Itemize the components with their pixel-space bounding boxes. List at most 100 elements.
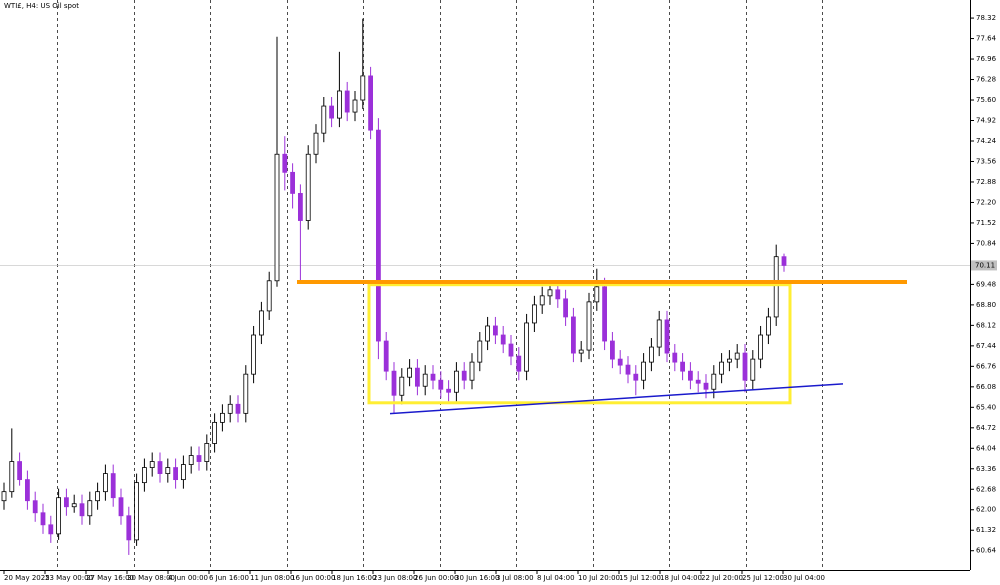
x-tick-label: 10 Jul 20:00	[578, 574, 620, 582]
x-tick-label: 11 Jun 08:00	[250, 574, 294, 582]
y-tick-label: 75.60	[976, 96, 996, 104]
candle-body	[360, 75, 366, 101]
trendline	[389, 383, 844, 415]
candle-body	[742, 352, 748, 381]
candle-body	[649, 346, 654, 363]
y-tick-label: 62.00	[976, 506, 996, 514]
candle-body	[399, 376, 405, 396]
y-tick-label: 73.56	[976, 157, 997, 165]
candle-body	[196, 455, 202, 462]
candle-body	[95, 491, 100, 502]
candle-body	[610, 340, 615, 360]
current-price-box	[971, 260, 997, 271]
x-tick-label: 23 May 00:00	[45, 574, 93, 582]
candle-body	[188, 455, 194, 465]
y-tick-label: 67.44	[976, 342, 997, 350]
candle-body	[492, 325, 498, 336]
candle-body	[664, 319, 670, 354]
x-tick-label: 16 Jun 00:00	[291, 574, 335, 582]
x-tick-label: 22 Jul 20:00	[701, 574, 743, 582]
chart-title: WTI£, H4: US Oil spot	[4, 2, 79, 10]
candle-body	[1, 491, 7, 502]
candle-body	[118, 497, 124, 517]
candle-body	[87, 500, 93, 517]
candle-body	[594, 286, 600, 303]
y-tick-label: 78.32	[976, 14, 996, 22]
y-tick-label: 68.80	[976, 301, 996, 309]
x-tick-label: 30 Jul 04:00	[783, 574, 825, 582]
candle-body	[407, 367, 413, 378]
candle-body	[750, 358, 756, 381]
x-tick-label: 30 Jun 16:00	[455, 574, 499, 582]
candle-body	[32, 500, 38, 514]
candle-body	[266, 280, 272, 312]
x-tick-label: 18 Jul 04:00	[660, 574, 702, 582]
candle-body	[219, 412, 225, 423]
y-tick-label: 66.08	[976, 383, 996, 391]
candle-body	[64, 497, 69, 508]
candle-body	[235, 403, 241, 414]
candle-body	[56, 497, 61, 535]
candle-body	[329, 105, 335, 119]
candle-body	[516, 355, 522, 372]
x-tick-label: 8 Jul 04:00	[537, 574, 575, 582]
candle-body	[547, 289, 553, 297]
candle-body	[375, 129, 381, 342]
y-tick-label: 63.36	[976, 465, 997, 473]
candle-body	[290, 171, 296, 194]
range-box	[367, 283, 792, 405]
candle-body	[508, 343, 514, 357]
candle-body	[477, 340, 483, 363]
candle-body	[24, 479, 30, 502]
candle-body	[391, 370, 397, 396]
y-tick-label: 62.68	[976, 485, 996, 493]
candle-body	[758, 334, 763, 360]
y-tick-label: 68.12	[976, 321, 996, 329]
candle-body	[430, 373, 436, 381]
candle-body	[180, 464, 186, 481]
candle-body	[321, 105, 327, 134]
candle-body	[204, 443, 210, 462]
candle-body	[703, 382, 709, 390]
candle-body	[781, 256, 787, 266]
candle-body	[40, 512, 46, 526]
x-tick-label: 23 Jun 08:00	[373, 574, 417, 582]
candle-body	[48, 524, 54, 535]
candle-body	[469, 361, 475, 381]
candle-body	[344, 90, 350, 113]
candle-body	[500, 334, 506, 345]
candle-body	[110, 473, 116, 499]
candle-body	[727, 358, 732, 363]
y-tick-label: 77.64	[976, 35, 997, 43]
candle-body	[368, 75, 374, 131]
y-tick-label: 72.20	[976, 198, 996, 206]
y-tick-label: 64.72	[976, 424, 996, 432]
candle-body	[274, 153, 280, 282]
candle-body	[212, 421, 218, 444]
candle-body	[17, 461, 23, 481]
candle-body	[227, 403, 233, 414]
candle-body	[711, 373, 717, 390]
candle-body	[555, 289, 561, 300]
x-tick-label: 30 May 08:00	[127, 574, 175, 582]
candle-body	[313, 132, 319, 155]
candle-body	[672, 352, 678, 363]
candle-body	[305, 153, 311, 221]
candle-body	[532, 304, 537, 324]
x-tick-label: 18 Jun 16:00	[332, 574, 376, 582]
candle-body	[625, 364, 631, 375]
x-tick-label: 15 Jul 12:00	[619, 574, 661, 582]
candle-body	[641, 361, 646, 381]
y-tick-label: 65.40	[976, 403, 996, 411]
candle-body	[524, 322, 529, 372]
candle-body	[602, 286, 607, 342]
x-tick-label: 3 Jul 08:00	[496, 574, 534, 582]
x-tick-label: 4 Jun 00:00	[168, 574, 208, 582]
candle-body	[297, 193, 303, 221]
x-tick-label: 27 May 16:00	[86, 574, 134, 582]
candle-body	[126, 515, 132, 541]
candle-body	[103, 473, 108, 493]
current-price-label: 70.11	[975, 261, 995, 269]
y-tick-label: 76.28	[976, 76, 996, 84]
y-tick-label: 74.24	[976, 137, 997, 145]
